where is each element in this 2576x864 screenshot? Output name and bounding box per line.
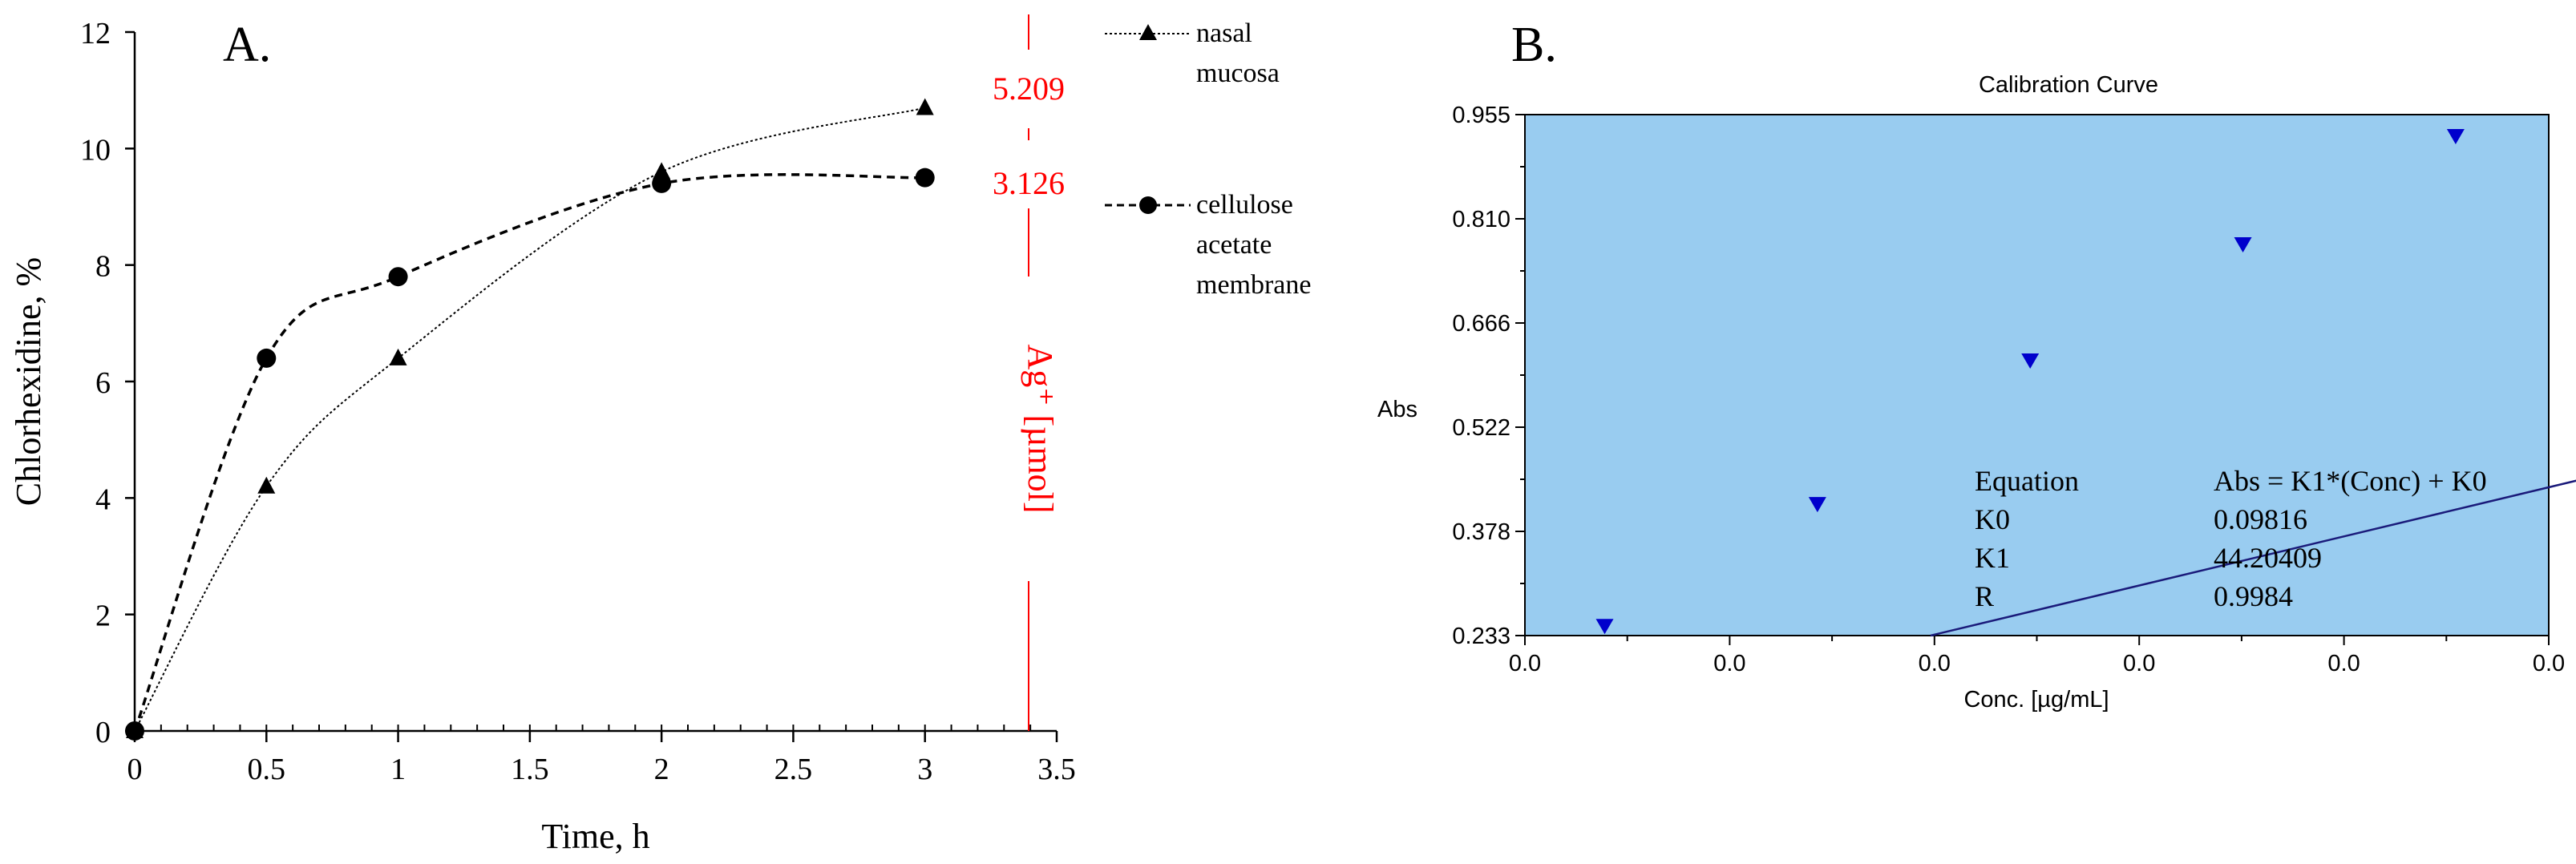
- secondary-axis-label: Ag⁺ [µmol]: [1021, 344, 1060, 513]
- legend-label: nasal: [1196, 18, 1252, 48]
- legend-label: acetate: [1196, 230, 1272, 260]
- x-tick-label: 0.0: [2123, 651, 2155, 676]
- y-tick-label: 0.522: [1452, 415, 1510, 441]
- fit-line: [1930, 479, 2576, 637]
- chart-b-plot-area: [1524, 114, 2550, 636]
- legend-triangle-marker: [1139, 24, 1157, 40]
- chart-a-y-label: Chlorhexidine, %: [9, 257, 48, 506]
- y-tick-label: 0.955: [1452, 103, 1510, 128]
- data-point: [2234, 237, 2252, 253]
- legend-entry-cellulose-acetate-membrane: cellulose acetate membrane: [1105, 190, 1312, 300]
- chart-a-x-label: Time, h: [541, 817, 649, 856]
- chart-a-series: [125, 98, 935, 741]
- y-tick-label: 2: [95, 600, 111, 633]
- equation-label: K0: [1975, 503, 2010, 535]
- series-triangle: [126, 98, 934, 738]
- series-circle: [125, 168, 935, 741]
- chart-b-y-ticks: 0.233 0.378 0.522 0.666 0.810 0.955: [1452, 103, 1525, 649]
- equation-label: K1: [1975, 542, 2010, 574]
- circle-marker: [652, 173, 672, 193]
- x-tick-label: 0.0: [1919, 651, 1951, 676]
- chart-a-axes: [133, 32, 1057, 733]
- y-tick-label: 10: [80, 133, 111, 167]
- equation-value: 0.09816: [2214, 503, 2307, 535]
- triangle-marker: [916, 98, 934, 115]
- triangle-marker: [653, 162, 671, 180]
- y-tick-label: 6: [95, 366, 111, 400]
- x-tick-label: 2: [654, 753, 669, 786]
- chart-a-secondary-axis: 5.209 3.126 Ag⁺ [µmol]: [993, 14, 1065, 731]
- circle-marker: [125, 721, 144, 741]
- y-tick-label: 0: [95, 716, 111, 749]
- circle-marker: [388, 267, 408, 287]
- chart-b-equation-table: Equation Abs = K1*(Conc) + K0 K0 0.09816 K1 4…: [1975, 465, 2487, 612]
- legend-label: cellulose: [1196, 190, 1293, 220]
- equation-value: 44.20409: [2214, 542, 2322, 574]
- y-tick-label: 0.378: [1452, 519, 1510, 545]
- chart-a-legend: nasal mucosa cellulose acetate membrane: [1105, 18, 1312, 300]
- equation-value: 0.9984: [2214, 580, 2293, 612]
- chart-a-y-ticks: 0 2 4 6 8 10 12: [80, 17, 135, 749]
- chart-b-fit: [1930, 479, 2576, 637]
- circle-marker: [257, 348, 277, 368]
- chart-a-x-ticks: 0 0.5 1 1.5 2 2.5 3 3.5: [127, 725, 1076, 786]
- x-tick-label: 0.0: [1509, 651, 1541, 676]
- y-tick-label: 0.666: [1452, 311, 1510, 337]
- data-point: [2021, 353, 2040, 369]
- x-tick-label: 3.5: [1037, 753, 1076, 786]
- chart-a: 0 2 4 6 8 10 12 0 0.5 1 1.5 2 2.5 3 3.5 Time, h Chlor…: [9, 14, 1312, 856]
- chart-b-x-ticks: 0.0 0.0 0.0 0.0 0.0 0.0: [1509, 636, 2565, 676]
- legend-circle-marker: [1139, 196, 1157, 214]
- y-tick-label: 0.810: [1452, 207, 1510, 232]
- data-point: [1595, 619, 1614, 635]
- data-point: [2446, 129, 2465, 145]
- secondary-axis-value: 3.126: [993, 165, 1065, 201]
- legend-label: mucosa: [1196, 59, 1280, 88]
- series-line: [134, 107, 925, 732]
- chart-b-y-label: Abs: [1377, 397, 1417, 422]
- chart-b-title: Calibration Curve: [1979, 72, 2158, 98]
- series-line: [133, 173, 925, 732]
- secondary-axis-value: 5.209: [993, 71, 1065, 107]
- chart-b: Calibration Curve 0.2330.3780.5220.6660.…: [1377, 72, 2576, 713]
- x-tick-label: 0.5: [248, 753, 286, 786]
- x-tick-label: 0.0: [1713, 651, 1745, 676]
- x-tick-label: 2.5: [774, 753, 813, 786]
- y-tick-label: 4: [95, 482, 111, 516]
- circle-marker: [915, 168, 935, 188]
- y-tick-label: 8: [95, 250, 111, 284]
- y-tick-label: 12: [80, 17, 111, 50]
- chart-b-points: [1595, 129, 2465, 635]
- x-tick-label: 1: [390, 753, 406, 786]
- triangle-marker: [389, 348, 407, 365]
- legend-label: membrane: [1196, 270, 1312, 300]
- data-point: [1808, 497, 1826, 513]
- legend-entry-nasal-mucosa: nasal mucosa: [1105, 18, 1280, 88]
- panel-b-label: B.: [1511, 18, 1557, 72]
- equation-label: Equation: [1975, 465, 2079, 497]
- triangle-marker: [257, 476, 276, 494]
- y-tick-label: 0.233: [1452, 624, 1510, 649]
- equation-label: R: [1975, 580, 1994, 612]
- x-tick-label: 3: [917, 753, 932, 786]
- x-tick-label: 0.0: [2533, 651, 2565, 676]
- equation-value: Abs = K1*(Conc) + K0: [2214, 465, 2487, 497]
- chart-b-x-label: Conc. [µg/mL]: [1963, 687, 2109, 713]
- panel-a-label: A.: [223, 18, 271, 72]
- x-tick-label: 0.0: [2327, 651, 2360, 676]
- x-tick-label: 0: [127, 753, 143, 786]
- x-tick-label: 1.5: [511, 753, 549, 786]
